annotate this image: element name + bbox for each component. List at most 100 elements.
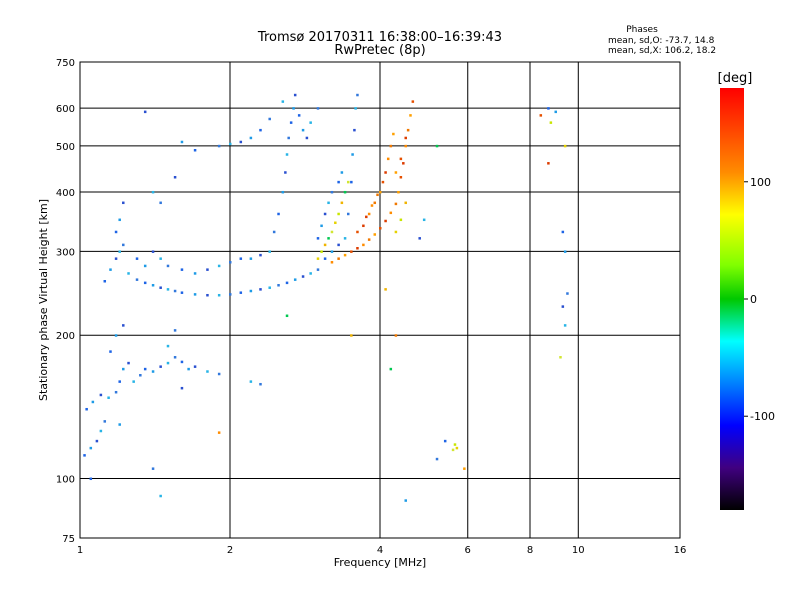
data-point [206, 268, 209, 271]
data-point [435, 144, 439, 148]
colorbar-label: [deg] [718, 71, 753, 86]
data-point [159, 286, 162, 289]
data-point [301, 128, 305, 132]
data-point [143, 367, 147, 371]
data-point [272, 230, 276, 234]
data-point [249, 136, 253, 140]
data-point [180, 140, 184, 144]
phases-stats-x: mean, sd,X: 106.2, 18.2 [608, 46, 716, 56]
data-point [114, 257, 118, 260]
data-point [109, 268, 112, 271]
data-point [151, 190, 155, 194]
data-point [85, 407, 88, 411]
data-point [389, 144, 393, 148]
data-point [365, 215, 368, 219]
data-point [350, 250, 353, 253]
data-point [394, 230, 398, 234]
data-point [277, 212, 280, 216]
data-point [404, 144, 407, 148]
data-point [287, 136, 290, 140]
data-point [293, 278, 297, 281]
data-point [316, 268, 320, 271]
data-point [397, 190, 400, 194]
data-point [384, 171, 387, 174]
data-point [453, 443, 457, 446]
data-point [404, 136, 407, 140]
data-point [381, 180, 385, 184]
data-point [114, 230, 118, 234]
plot-grid [80, 62, 680, 538]
data-point [379, 226, 382, 230]
data-point [362, 224, 365, 228]
data-point [330, 261, 334, 264]
data-point [173, 175, 177, 179]
data-point [316, 257, 320, 260]
data-point [316, 107, 320, 110]
data-point [367, 238, 371, 241]
data-point [330, 190, 334, 194]
data-point [373, 201, 377, 205]
data-point [384, 288, 387, 291]
data-point [330, 230, 334, 234]
data-point [173, 329, 177, 332]
data-point [187, 367, 190, 371]
data-point [193, 293, 197, 296]
data-point [268, 117, 271, 121]
data-point [259, 288, 262, 291]
data-point [217, 144, 221, 148]
data-point [229, 261, 232, 264]
data-point [193, 272, 197, 275]
data-point [404, 499, 407, 502]
data-point [89, 446, 93, 450]
data-point [340, 201, 344, 205]
data-point [122, 324, 125, 327]
data-point [367, 212, 371, 216]
data-point [159, 257, 162, 260]
data-point [285, 153, 289, 156]
data-point [249, 380, 253, 383]
data-point [353, 128, 356, 132]
data-point [323, 257, 327, 260]
data-point [394, 334, 398, 337]
data-point [463, 467, 466, 470]
data-point [394, 171, 398, 174]
chart-title: Tromsø 20170311 16:38:00–16:39:43 [257, 30, 502, 45]
data-point [143, 110, 147, 114]
colorbar-tick-label: 100 [750, 176, 771, 189]
data-point [316, 237, 320, 240]
data-point [356, 230, 359, 234]
data-point [180, 386, 184, 390]
data-point [343, 190, 347, 194]
data-point [404, 201, 407, 205]
x-tick-label: 8 [527, 545, 533, 556]
data-point [180, 360, 184, 364]
data-point [334, 221, 337, 225]
data-point [356, 247, 359, 250]
data-point [127, 272, 130, 275]
data-point [281, 190, 285, 194]
x-tick-label: 16 [674, 545, 687, 556]
data-point [293, 93, 297, 97]
data-point [151, 250, 155, 253]
data-point [309, 272, 312, 275]
phases-title: Phases [626, 25, 658, 35]
data-point [539, 114, 543, 117]
data-point [281, 100, 285, 103]
data-point [346, 180, 350, 184]
data-point [350, 334, 353, 337]
data-point [305, 136, 309, 140]
data-point [159, 201, 162, 205]
data-point [343, 237, 347, 240]
chart-subtitle: RwPretec (8p) [334, 43, 425, 58]
data-point [327, 201, 330, 205]
data-point [173, 356, 177, 359]
colorbar [720, 88, 744, 510]
data-point [107, 396, 110, 399]
data-point [289, 121, 293, 124]
data-point [249, 289, 253, 293]
data-point [180, 268, 184, 271]
data-point [337, 243, 340, 247]
y-tick-label: 400 [56, 188, 75, 199]
x-axis-label: Frequency [MHz] [334, 556, 426, 569]
